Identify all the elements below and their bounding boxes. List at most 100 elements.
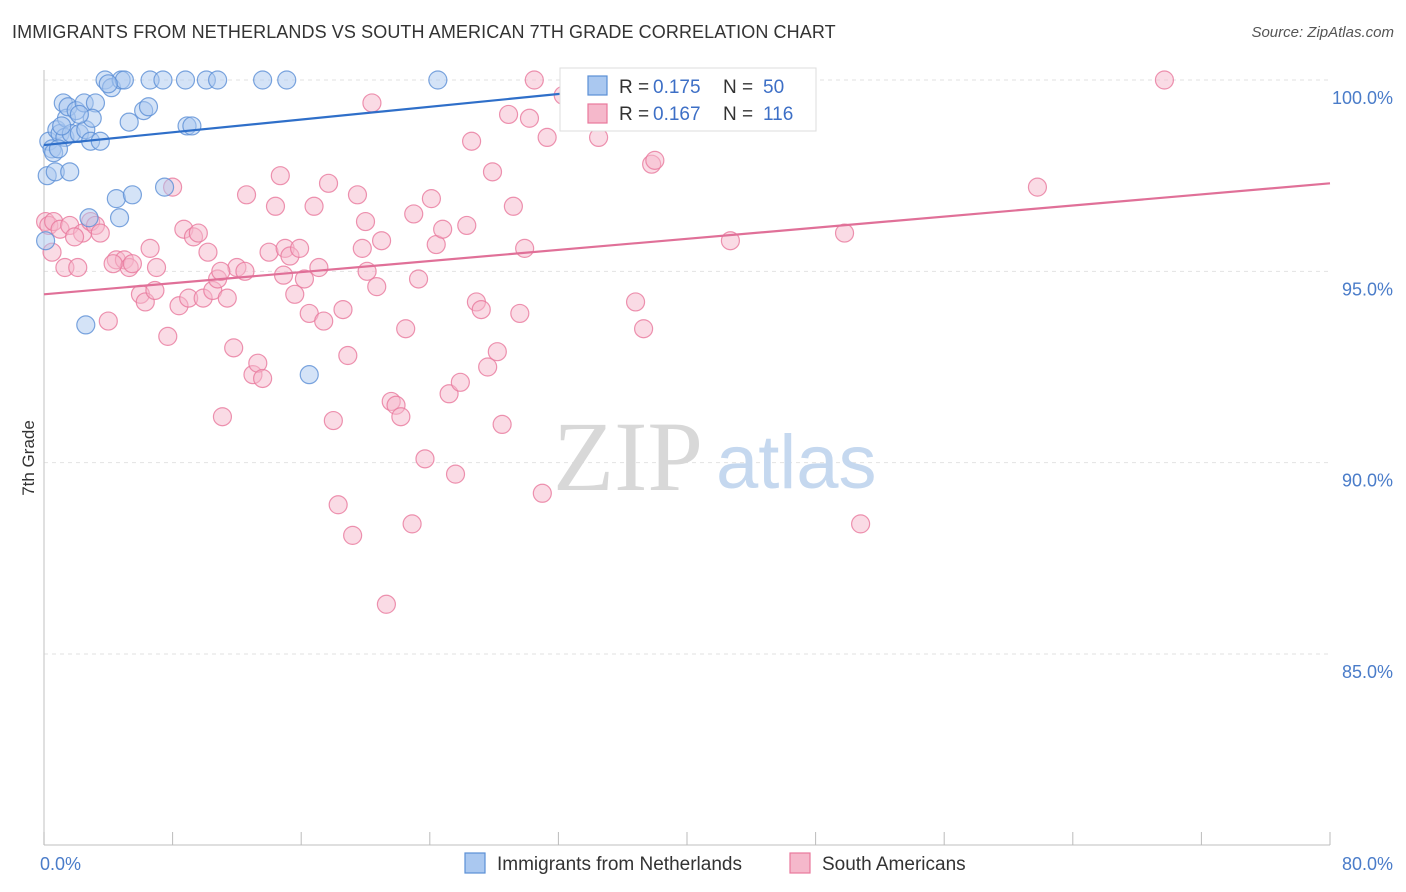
scatter-point xyxy=(106,189,126,209)
legend-r-value-2: 0.167 xyxy=(653,104,701,125)
scatter-point xyxy=(537,127,557,147)
scatter-point xyxy=(834,223,855,243)
scatter-point xyxy=(457,215,477,236)
scatter-point xyxy=(98,74,118,94)
scatter-point xyxy=(428,70,448,90)
scatter-point xyxy=(140,238,160,258)
scatter-point xyxy=(217,288,237,308)
scatter-point xyxy=(309,257,329,278)
scatter-point xyxy=(445,464,466,484)
scatter-point xyxy=(402,514,422,534)
x-tick-label-max: 80.0% xyxy=(1342,854,1393,874)
scatter-point xyxy=(259,242,279,262)
scatter-point xyxy=(138,97,159,117)
series-netherlands-points xyxy=(36,70,448,385)
scatter-point xyxy=(153,70,173,90)
bottom-legend-swatch-blue xyxy=(464,852,486,874)
scatter-point xyxy=(211,261,231,281)
scatter-point xyxy=(294,269,315,289)
scatter-point xyxy=(36,231,56,251)
scatter-point xyxy=(68,257,88,278)
scatter-point xyxy=(404,204,424,224)
scatter-point xyxy=(450,372,470,392)
scatter-point xyxy=(52,116,72,136)
scatter-point xyxy=(236,185,257,205)
scatter-point xyxy=(333,300,353,320)
scatter-point xyxy=(253,368,273,389)
scatter-point xyxy=(60,162,80,182)
y-tick-label: 85.0% xyxy=(1342,662,1393,682)
scatter-point xyxy=(69,104,89,125)
scatter-point xyxy=(510,303,530,324)
scatter-point xyxy=(158,326,178,346)
scatter-point xyxy=(645,150,665,170)
scatter-point xyxy=(188,223,208,243)
scatter-point xyxy=(304,196,324,216)
watermark-atlas: atlas xyxy=(716,420,877,505)
scatter-point xyxy=(367,277,387,297)
bottom-legend: Immigrants from Netherlands South Americ… xyxy=(464,852,966,875)
scatter-point xyxy=(421,189,442,209)
scatter-point xyxy=(154,177,175,197)
scatter-point xyxy=(76,315,96,335)
scatter-point xyxy=(208,70,228,90)
scatter-point xyxy=(487,342,507,362)
scatter-point xyxy=(347,185,368,205)
scatter-point xyxy=(285,284,305,304)
legend-n-label-1: N = xyxy=(723,77,753,98)
scatter-point xyxy=(498,104,519,125)
scatter-point xyxy=(90,223,110,243)
source-credit: Source: ZipAtlas.com xyxy=(1251,24,1394,41)
scatter-point xyxy=(532,483,552,503)
y-tick-labels: 100.0% 95.0% 90.0% 85.0% xyxy=(1332,88,1393,682)
scatter-point xyxy=(415,449,435,469)
y-axis-label: 7th Grade xyxy=(19,420,38,496)
scatter-point xyxy=(328,495,348,515)
scatter-point xyxy=(519,108,540,128)
scatter-point xyxy=(98,311,118,331)
watermark: ZIP atlas xyxy=(553,401,877,512)
trend-line-south-americans xyxy=(43,182,1331,296)
scatter-point xyxy=(396,319,416,339)
scatter-point xyxy=(433,219,453,239)
scatter-point xyxy=(323,410,343,431)
top-legend: R = 0.175 N = 50 R = 0.167 N = 116 xyxy=(559,67,817,132)
scatter-point xyxy=(355,211,376,232)
scatter-point xyxy=(515,238,535,258)
scatter-point xyxy=(212,407,233,427)
scatter-point xyxy=(146,257,167,278)
y-tick-label: 90.0% xyxy=(1342,471,1393,491)
y-tick-label: 100.0% xyxy=(1332,88,1393,108)
scatter-point xyxy=(851,514,871,534)
scatter-point xyxy=(122,185,143,205)
scatter-point xyxy=(492,414,512,434)
scatter-point xyxy=(461,131,482,151)
scatter-point xyxy=(224,338,244,358)
legend-n-label-2: N = xyxy=(723,104,753,125)
scatter-point xyxy=(114,70,134,90)
scatter-point xyxy=(90,131,110,151)
scatter-point xyxy=(277,70,297,90)
scatter-point xyxy=(503,196,523,216)
legend-r-value-1: 0.175 xyxy=(653,77,701,98)
watermark-zip: ZIP xyxy=(553,401,703,512)
scatter-point xyxy=(482,162,503,182)
scatter-point xyxy=(119,112,139,132)
scatter-point xyxy=(79,208,99,228)
trend-lines xyxy=(43,86,1331,296)
scatter-point xyxy=(1154,70,1175,90)
legend-r-label-2: R = xyxy=(619,104,649,125)
scatter-point xyxy=(376,594,396,614)
scatter-point xyxy=(478,357,498,377)
legend-n-value-1: 50 xyxy=(763,77,784,98)
scatter-point xyxy=(471,300,491,320)
series-south-americans-points xyxy=(36,70,1175,614)
chart-title: IMMIGRANTS FROM NETHERLANDS VS SOUTH AME… xyxy=(12,22,836,42)
x-ticks xyxy=(43,832,1331,845)
scatter-point xyxy=(371,231,392,251)
scatter-point xyxy=(314,311,334,331)
legend-n-value-2: 116 xyxy=(763,104,793,125)
scatter-point xyxy=(318,173,339,193)
scatter-point xyxy=(633,319,654,339)
